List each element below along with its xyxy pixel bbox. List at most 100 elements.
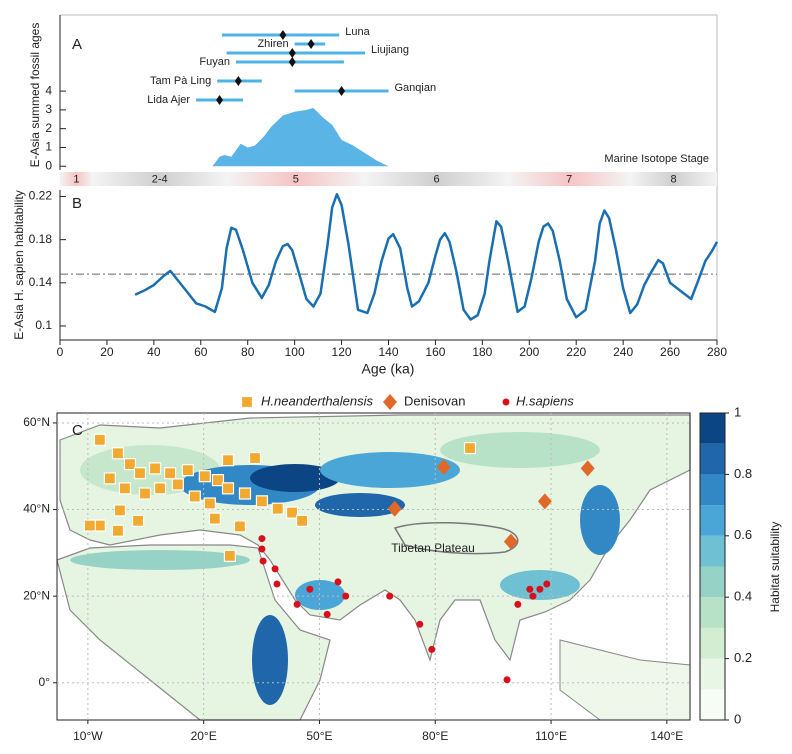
y-tick-label: 0.14 [29, 275, 53, 289]
age-diamond [234, 76, 242, 86]
x-tick-label: 220 [566, 345, 586, 359]
marker-square [198, 470, 211, 483]
x-tick-label: 100 [285, 345, 305, 359]
stage-label: 1 [73, 173, 79, 185]
legend-label: Denisovan [404, 393, 465, 408]
marker-dot [386, 592, 394, 600]
stage-band [92, 172, 227, 186]
colorbar-band [700, 689, 725, 720]
colorbar-band [700, 474, 725, 506]
marker-dot [416, 620, 424, 628]
colorbar-tick-label: 1 [734, 404, 741, 419]
marker-square [221, 454, 235, 467]
x-axis-title: Age (ka) [362, 361, 415, 377]
fossil-label: Zhiren [257, 38, 288, 50]
colorbar-tick-label: 0.2 [734, 650, 752, 665]
y-tick-label: 1 [45, 140, 52, 154]
suitability-patch [500, 570, 580, 600]
y-axis-title: E-Asia H. sapien habitability [12, 190, 26, 339]
x-tick-label: 260 [660, 345, 680, 359]
colorbar-frame [699, 412, 726, 721]
marker-dot [543, 580, 551, 588]
marker-dot [529, 592, 537, 600]
plateau-outline [393, 521, 519, 555]
marker-square [221, 482, 235, 495]
stage-band [226, 172, 366, 186]
stage-band [508, 172, 631, 186]
colorbar-tick-label: 0.4 [734, 589, 752, 604]
marker-square [295, 514, 309, 527]
x-tick-label: 140°E [650, 729, 683, 743]
marker-square [248, 451, 262, 465]
marker-square [285, 506, 299, 519]
marker-square [133, 467, 147, 480]
marker-dot [514, 600, 522, 608]
marker-square [233, 520, 247, 533]
marker-dot [503, 676, 511, 684]
x-tick-label: 40 [147, 345, 161, 359]
x-tick-label: 180 [472, 345, 492, 359]
age-diamond [288, 57, 296, 67]
colorbar-tick-label: 0.8 [734, 466, 752, 481]
marker-square [111, 524, 125, 537]
marker-square [111, 447, 125, 460]
map-base [56, 412, 691, 721]
y-tick-label: 2 [45, 121, 52, 135]
y-tick-label: 0.1 [35, 318, 52, 332]
map-frame [56, 412, 691, 721]
marker-dot [428, 645, 436, 653]
marker-square [211, 474, 225, 487]
stage-label: 7 [566, 173, 572, 185]
marker-dot [334, 578, 342, 586]
age-diamond [307, 39, 315, 49]
fossil-label: Liujiang [371, 44, 409, 56]
marker-diamond [503, 533, 518, 550]
x-tick-label: 80 [241, 345, 255, 359]
x-tick-label: 20°E [191, 729, 217, 743]
colorbar-band [700, 413, 725, 444]
legend-label: H.neanderthalensis [261, 393, 374, 408]
x-tick-label: 0 [57, 345, 64, 359]
suitability-patch [320, 452, 460, 488]
stage-label: 5 [293, 173, 299, 185]
marker-square [148, 462, 162, 475]
marker-dot [271, 565, 279, 573]
panel-label: C [72, 422, 83, 439]
marker-dot [323, 610, 331, 618]
y-tick-label: 40°N [23, 502, 50, 516]
x-tick-label: 20 [100, 345, 114, 359]
stage-label: 2-4 [152, 173, 168, 185]
suitability-patch [315, 493, 405, 517]
stage-band [630, 172, 717, 186]
x-tick-label: 80°E [422, 729, 448, 743]
marker-square [153, 482, 167, 495]
legend-marker [383, 394, 397, 410]
marker-square [93, 519, 106, 532]
marker-square [181, 464, 194, 477]
x-tick-label: 280 [707, 345, 727, 359]
colorbar-band [700, 505, 725, 536]
colorbar-tick-label: 0 [734, 711, 741, 726]
x-tick-label: 120 [332, 345, 352, 359]
marker-square [238, 487, 252, 500]
stage-label: 8 [671, 173, 677, 185]
marker-square [93, 433, 106, 446]
colorbar-band [700, 566, 725, 598]
marker-diamond [387, 500, 402, 517]
age-diamond [338, 86, 346, 96]
marker-square [131, 514, 145, 527]
marker-diamond [537, 493, 552, 510]
legend-marker [240, 395, 254, 409]
suitability-patch [70, 550, 250, 570]
panel-label: A [72, 36, 82, 53]
y-tick-label: 0° [39, 675, 51, 689]
y-tick-label: 0.18 [29, 232, 53, 246]
y-tick-label: 20°N [23, 588, 50, 602]
marker-dot [273, 580, 281, 588]
y-tick-label: 3 [45, 102, 52, 116]
y-tick-label: 0 [45, 158, 52, 172]
x-tick-label: 200 [519, 345, 539, 359]
marker-diamond [580, 460, 595, 477]
age-diamond [279, 30, 287, 40]
